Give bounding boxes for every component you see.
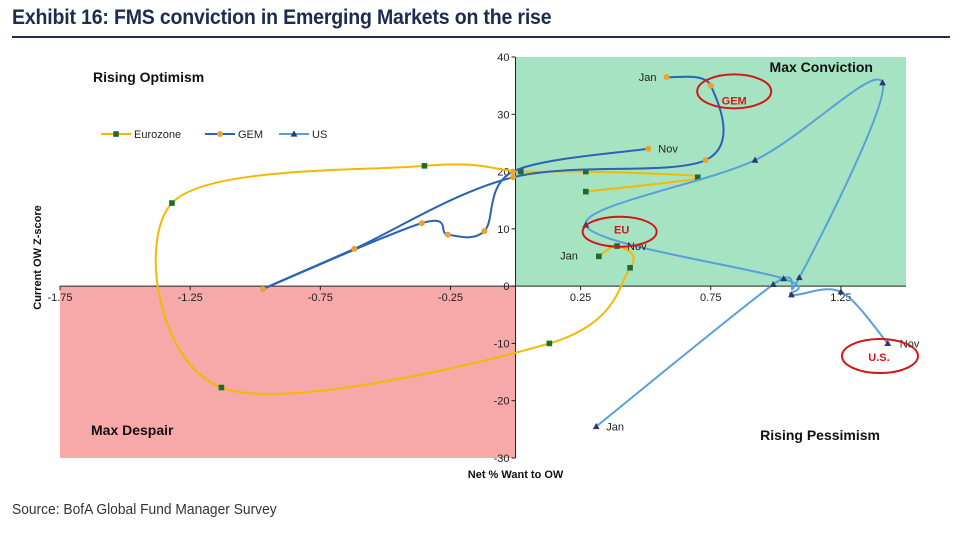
point-gem [702, 157, 709, 164]
quadrant-label-rising-optimism: Rising Optimism [93, 69, 204, 85]
chart-title: Exhibit 16: FMS conviction in Emerging M… [12, 6, 552, 29]
legend-marker-gem [217, 131, 223, 137]
x-tick-label: 0.25 [570, 292, 591, 304]
legend: Eurozone GEM US [101, 129, 327, 141]
start-label-gem: Jan [639, 72, 657, 84]
point-eurozone [627, 265, 633, 271]
x-tick-label: -0.75 [308, 292, 333, 304]
y-tick-label: 10 [497, 224, 509, 236]
point-eurozone [694, 174, 701, 181]
point-eurozone [421, 163, 428, 169]
point-us [592, 422, 600, 430]
point-eurozone [169, 200, 175, 206]
point-gem [707, 82, 714, 89]
start-label-us: Jan [606, 421, 624, 433]
title-rule [12, 36, 950, 38]
callout-ellipse-gem [696, 73, 773, 110]
series-layer [154, 74, 892, 430]
axes-layer: -1.75 -1.25 -0.75 -0.25 0.25 0.75 1.25-30-20-1… [32, 52, 906, 481]
source-note: Source: BofA Global Fund Manager Survey [12, 501, 277, 518]
point-gem [418, 220, 425, 227]
x-axis-title: Net % Want to OW [468, 469, 564, 481]
callout-text-eurozone: EU [614, 225, 629, 237]
legend-label-eurozone: Eurozone [134, 129, 181, 141]
legend-marker-us [290, 130, 298, 137]
callout-ellipse-us [840, 338, 919, 375]
y-tick-label: -20 [494, 396, 510, 408]
series-line-eurozone [154, 163, 699, 395]
point-us [769, 280, 777, 288]
region-layer [60, 57, 906, 458]
y-tick-label: 0 [503, 281, 509, 293]
legend-marker-eurozone [113, 131, 119, 137]
x-tick-label: 0.75 [700, 292, 721, 304]
quadrant-label-max-conviction: Max Conviction [770, 59, 873, 75]
point-eurozone [596, 253, 602, 260]
point-eurozone [517, 168, 524, 175]
point-eurozone [218, 384, 225, 391]
legend-label-gem: GEM [238, 129, 263, 141]
callout-ellipse-eurozone [581, 215, 658, 248]
end-label-gem: Nov [658, 144, 678, 156]
y-tick-label: 30 [497, 109, 509, 121]
region-max-despair [60, 286, 516, 458]
y-tick-label: -30 [494, 453, 510, 465]
point-us [837, 288, 845, 295]
x-tick-label: -1.75 [47, 292, 72, 304]
point-gem [351, 245, 358, 252]
callout-text-us: U.S. [868, 352, 889, 364]
point-us [879, 79, 886, 86]
point-gem [509, 168, 516, 175]
point-gem [645, 145, 652, 152]
callout-text-gem: GEM [722, 95, 747, 107]
quadrant-label-rising-pessimism: Rising Pessimism [760, 427, 880, 443]
point-gem [663, 74, 670, 81]
point-eurozone [583, 168, 589, 175]
y-tick-label: 40 [497, 52, 509, 64]
x-tick-label: -1.25 [178, 292, 203, 304]
legend-label-us: US [312, 129, 327, 141]
point-us [751, 156, 759, 163]
chart-svg: -1.75 -1.25 -0.75 -0.25 0.25 0.75 1.25-30-20-1… [32, 52, 920, 481]
point-eurozone [546, 340, 553, 347]
x-tick-label: -0.25 [438, 292, 463, 304]
point-eurozone [583, 188, 589, 195]
point-gem [260, 286, 267, 293]
point-us [884, 339, 892, 347]
quadrant-label-max-despair: Max Despair [91, 422, 174, 438]
point-us [788, 291, 795, 298]
point-us [780, 275, 788, 282]
start-label-eurozone: Jan [560, 250, 578, 262]
y-axis-title: Current OW Z-score [32, 205, 44, 310]
point-gem [444, 231, 451, 238]
point-gem [481, 228, 488, 235]
point-gem [509, 174, 516, 181]
label-layer: Rising Optimism Max Conviction Max Despair… [91, 59, 920, 443]
point-us [795, 273, 803, 281]
y-tick-label: -10 [494, 338, 510, 350]
